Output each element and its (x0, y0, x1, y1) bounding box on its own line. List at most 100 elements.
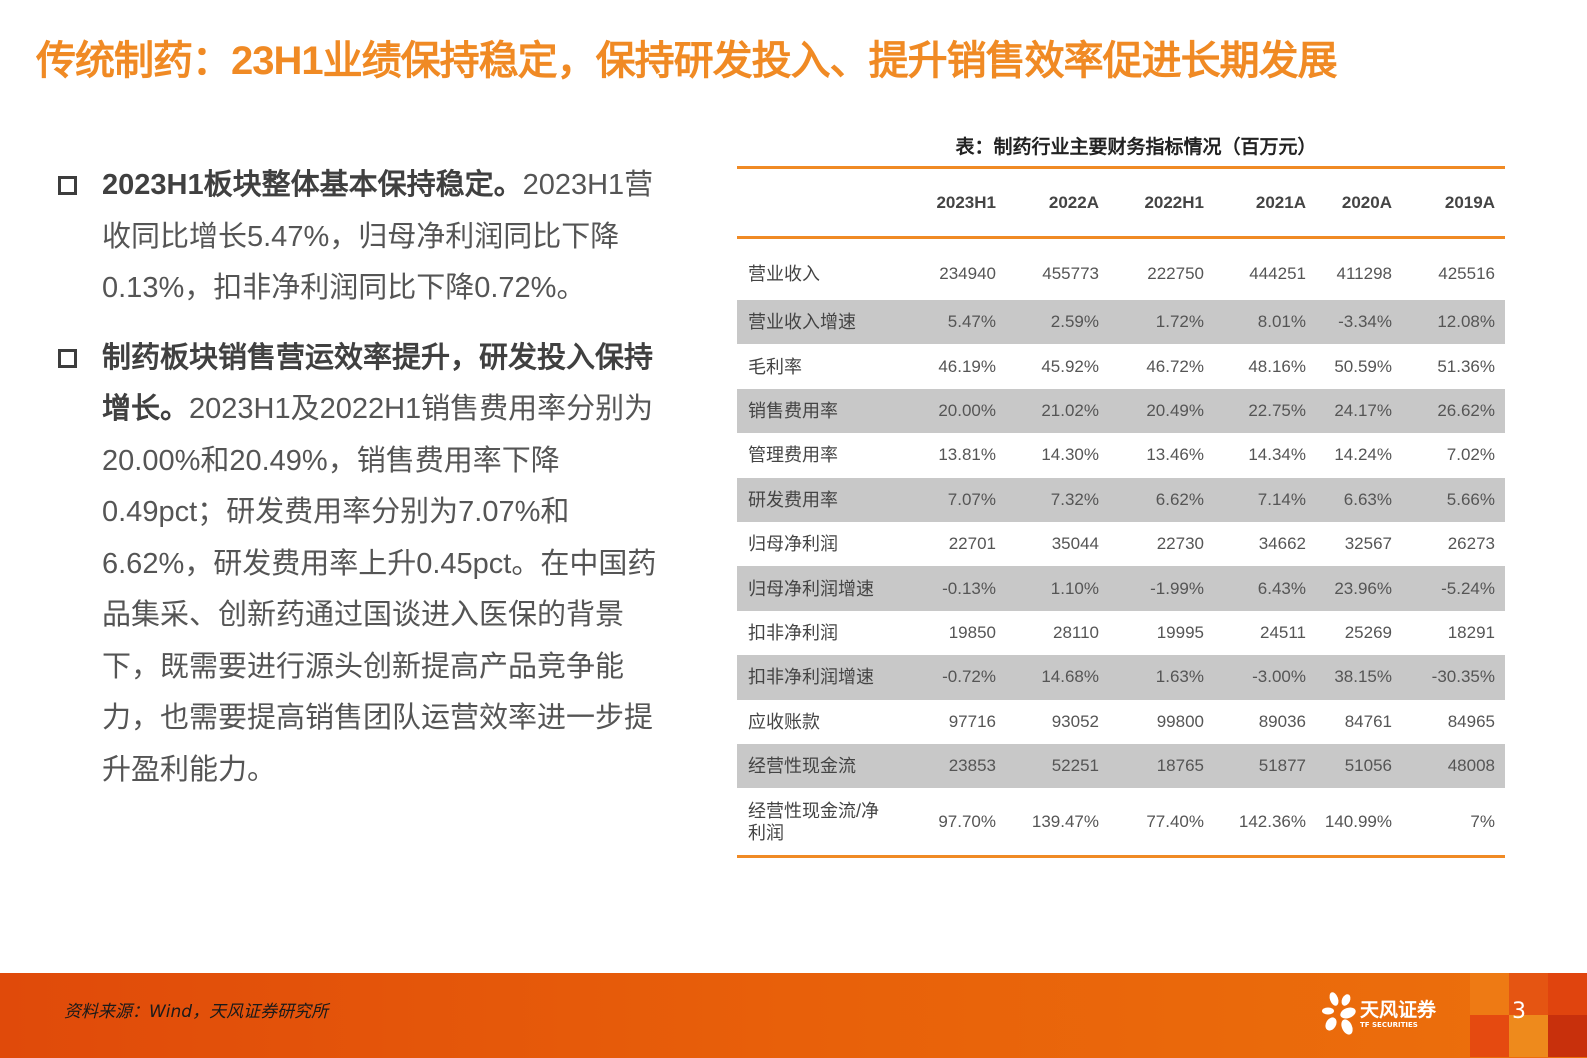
table-cell: 35044 (1051, 534, 1099, 554)
table-cell: 6.62% (1155, 489, 1204, 509)
table-cell: -3.34% (1338, 312, 1392, 332)
table-cell: 425516 (1438, 264, 1495, 283)
table-cell: -3.00% (1252, 667, 1306, 687)
table-cell: 45.92% (1041, 356, 1099, 376)
table-cell: 51.36% (1437, 356, 1495, 376)
table-row: 毛利率 46.19% 45.92% 46.72% 48.16% 50.59% 51.36% (737, 344, 1505, 388)
financial-table: 2023H1 2022A 2022H1 2021A 2020A 2019A 营业… (737, 166, 1505, 858)
table-row: 扣非净利润增速 -0.72% 14.68% 1.63% -3.00% 38.15% -30.… (737, 655, 1505, 700)
decorative-tiles (1470, 973, 1587, 1058)
table-cell: 7.14% (1257, 489, 1306, 509)
table-cell: 6.63% (1343, 489, 1392, 509)
bullet-text: 2023H1及2022H1销售费用率分别为20.00%和20.49%，销售费用率… (102, 393, 657, 786)
table-cell: 22.75% (1248, 400, 1306, 420)
table-cell: 7.32% (1050, 489, 1099, 509)
table-cell: 84761 (1344, 711, 1392, 731)
table-cell: 19850 (948, 622, 996, 642)
table-cell: 7.02% (1446, 445, 1495, 465)
table-cell: 8.01% (1257, 312, 1306, 332)
table-cell: 7.07% (947, 489, 996, 509)
table-cell: 1.72% (1155, 312, 1204, 332)
table-cell: 20.00% (938, 400, 996, 420)
bullet-item: 制药板块销售营运效率提升，研发投入保持增长。2023H1及2022H1销售费用率… (56, 333, 666, 797)
table-cell: 22730 (1156, 534, 1204, 554)
table-cell: 1.63% (1155, 667, 1204, 687)
logo-text: 天风证券 (1360, 999, 1437, 1021)
row-label: 营业收入增速 (748, 312, 856, 333)
bullet-item: 2023H1板块整体基本保持稳定。2023H1营收同比增长5.47%，归母净利润… (56, 160, 666, 315)
row-label: 归母净利润增速 (748, 578, 874, 599)
table-cell: 23853 (948, 756, 996, 776)
table-cell: 77.40% (1146, 811, 1204, 831)
table-cell: 5.47% (947, 312, 996, 332)
logo-subtext: TF SECURITIES (1360, 1021, 1418, 1029)
column-header: 2020A (1341, 192, 1392, 212)
table-cell: 20.49% (1146, 400, 1204, 420)
table-cell: 14.34% (1248, 445, 1306, 465)
table-cell: 14.68% (1041, 667, 1099, 687)
table-cell: 28110 (1052, 622, 1099, 642)
row-label: 应收账款 (748, 711, 820, 732)
table-row: 归母净利润增速 -0.13% 1.10% -1.99% 6.43% 23.96% -5.24… (737, 566, 1505, 611)
table-cell: -0.13% (942, 578, 996, 598)
table-cell: 13.46% (1146, 445, 1204, 465)
table-cell: 97716 (948, 711, 996, 731)
table-cell: 25269 (1344, 622, 1392, 642)
table-cell: 84965 (1447, 711, 1495, 731)
table-row: 研发费用率 7.07% 7.32% 6.62% 7.14% 6.63% 5.66% (737, 477, 1505, 522)
table-title: 表：制药行业主要财务指标情况（百万元） (955, 136, 1317, 158)
table-cell: 22701 (948, 534, 996, 554)
bullet-paragraph: 制药板块销售营运效率提升，研发投入保持增长。2023H1及2022H1销售费用率… (102, 333, 666, 797)
column-header: 2023H1 (936, 192, 996, 212)
table-cell: 26.62% (1437, 400, 1495, 420)
table-row: 营业收入 234940 455773 222750 444251 411298 425516 (737, 238, 1505, 301)
financial-table-section: 表：制药行业主要财务指标情况（百万元） 2023H1 2022A 2022H1 … (737, 132, 1505, 858)
row-label: 销售费用率 (748, 400, 838, 421)
table-cell: 99800 (1156, 711, 1204, 731)
table-cell: 2.59% (1050, 312, 1099, 332)
flower-logo-icon (1322, 992, 1356, 1035)
table-row: 扣非净利润 19850 28110 19995 24511 25269 18291 (737, 611, 1505, 655)
column-header: 2022A (1048, 192, 1099, 212)
table-row: 归母净利润 22701 35044 22730 34662 32567 26273 (737, 522, 1505, 566)
table-cell: 51056 (1344, 756, 1392, 776)
table-cell: 26273 (1447, 534, 1495, 554)
table-cell: 13.81% (938, 445, 996, 465)
table-cell: 142.36% (1238, 811, 1306, 831)
table-cell: 50.59% (1334, 356, 1392, 376)
table-row: 应收账款 97716 93052 99800 89036 84761 84965 (737, 700, 1505, 744)
row-label: 扣非净利润增速 (748, 667, 874, 688)
row-label: 管理费用率 (748, 445, 838, 466)
table-cell: 19995 (1156, 622, 1204, 642)
table-cell: 89036 (1258, 711, 1306, 731)
bullet-paragraph: 2023H1板块整体基本保持稳定。2023H1营收同比增长5.47%，归母净利润… (102, 160, 666, 315)
table-cell: 34662 (1258, 534, 1306, 554)
table-row: 管理费用率 13.81% 14.30% 13.46% 14.34% 14.24% 7.02% (737, 433, 1505, 477)
table-cell: 222750 (1147, 264, 1204, 283)
table-row: 营业收入增速 5.47% 2.59% 1.72% 8.01% -3.34% 12.08% (737, 300, 1505, 345)
table-cell: 24.17% (1334, 400, 1392, 420)
company-logo: 天风证券 TF SECURITIES (1322, 991, 1442, 1039)
table-row: 销售费用率 20.00% 21.02% 20.49% 22.75% 24.17% 26.62… (737, 388, 1505, 434)
row-label: 扣非净利润 (748, 622, 838, 643)
table-cell: 5.66% (1446, 489, 1495, 509)
bullet-list: 2023H1板块整体基本保持稳定。2023H1营收同比增长5.47%，归母净利润… (56, 160, 666, 814)
table-cell: 97.70% (938, 811, 996, 831)
table-cell: 46.19% (938, 356, 996, 376)
table-cell: 14.24% (1334, 445, 1392, 465)
row-label: 毛利率 (748, 356, 802, 377)
bullet-heading: 2023H1板块整体基本保持稳定。 (102, 169, 523, 201)
table-cell: 46.72% (1146, 356, 1204, 376)
page-title: 传统制药：23H1业绩保持稳定，保持研发投入、提升销售效率促进长期发展 (36, 39, 1338, 83)
row-label: 研发费用率 (748, 489, 838, 510)
row-label: 营业收入 (748, 264, 820, 284)
row-label: 经营性现金流 (748, 756, 856, 777)
row-label: 归母净利润 (748, 534, 838, 555)
table-cell: 48008 (1447, 756, 1495, 776)
table-cell: 32567 (1344, 534, 1392, 554)
table-cell: 1.10% (1050, 578, 1099, 598)
table-cell: 52251 (1051, 756, 1099, 776)
table-cell: 140.99% (1324, 811, 1392, 831)
table-cell: 24511 (1259, 622, 1306, 642)
bullet-heading: 制药板块销售营运效率提升，研发投入保持增长。 (102, 341, 654, 426)
